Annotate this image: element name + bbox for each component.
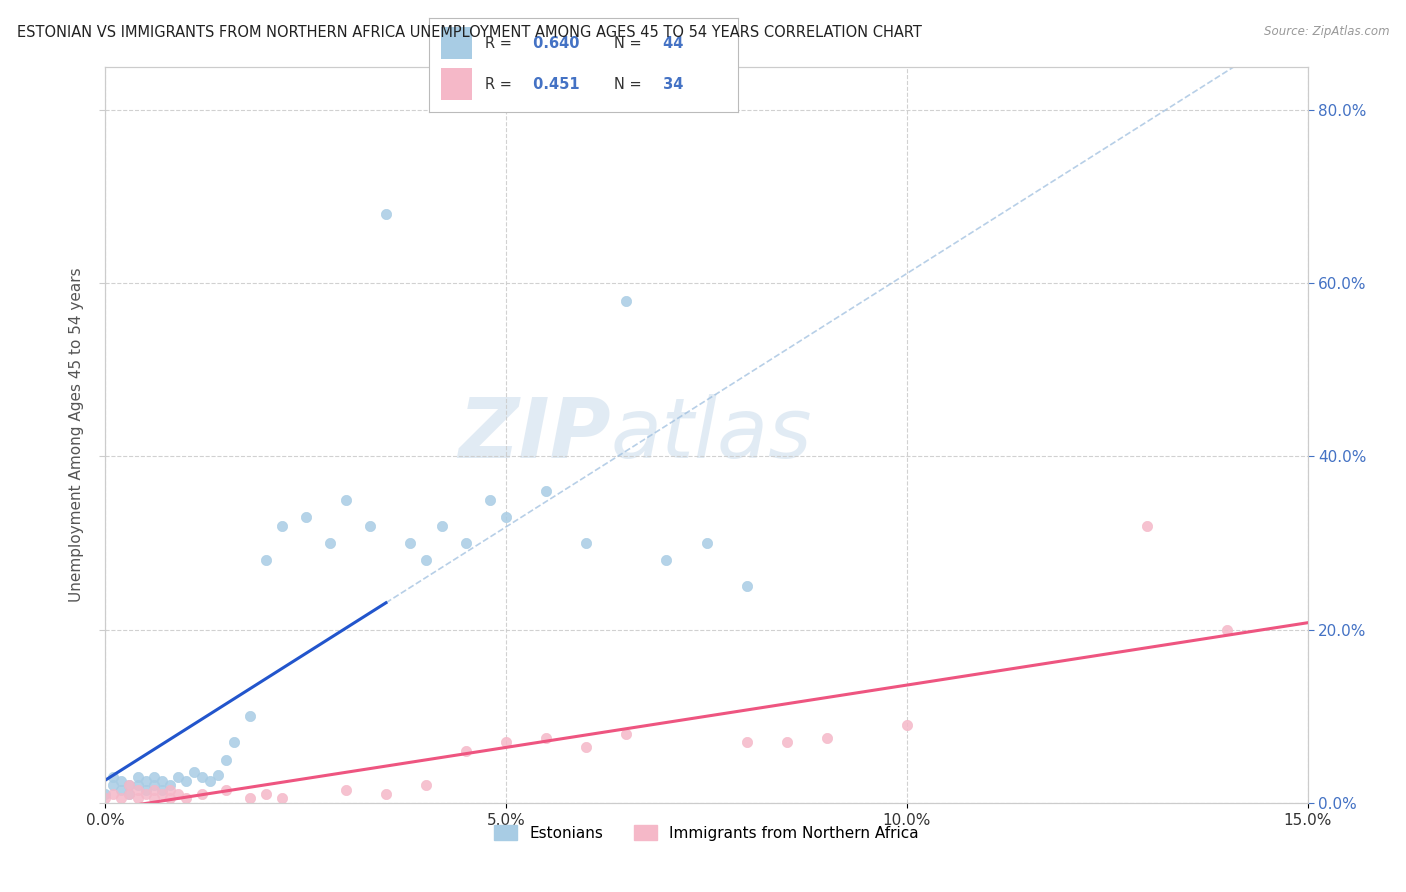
Point [166, 787, 188, 801]
Legend: Estonians, Immigrants from Northern Africa: Estonians, Immigrants from Northern Afri… [488, 819, 925, 847]
Point [655, 553, 678, 567]
Point [335, 782, 357, 797]
Point [183, 765, 205, 780]
Point [103, 787, 125, 801]
Point [110, 791, 132, 805]
Point [575, 739, 598, 754]
Point [159, 782, 181, 797]
Point [270, 791, 292, 805]
Point [142, 782, 165, 797]
Y-axis label: Unemployment Among Ages 45 to 54 years: Unemployment Among Ages 45 to 54 years [69, 268, 84, 602]
Point [375, 207, 398, 221]
Point [375, 787, 398, 801]
Text: ESTONIAN VS IMMIGRANTS FROM NORTHERN AFRICA UNEMPLOYMENT AMONG AGES 45 TO 54 YEA: ESTONIAN VS IMMIGRANTS FROM NORTHERN AFR… [17, 25, 922, 40]
Point [118, 779, 141, 793]
Point [254, 553, 277, 567]
Point [335, 492, 357, 507]
Point [103, 770, 125, 784]
Point [1136, 518, 1159, 533]
Point [1216, 623, 1239, 637]
Point [536, 731, 558, 745]
Point [456, 536, 478, 550]
Point [198, 774, 221, 789]
Point [190, 770, 212, 784]
Point [430, 518, 453, 533]
Point [127, 791, 149, 805]
Point [118, 779, 141, 793]
Point [94, 791, 117, 805]
Point [142, 791, 165, 805]
Text: 0.451: 0.451 [527, 77, 579, 92]
Point [150, 782, 173, 797]
Point [359, 518, 381, 533]
Point [142, 779, 165, 793]
Point [479, 492, 502, 507]
Point [127, 770, 149, 784]
Point [135, 782, 157, 797]
Point [735, 579, 758, 593]
Point [166, 770, 188, 784]
Text: R =: R = [485, 36, 512, 51]
Text: N =: N = [614, 36, 643, 51]
Point [110, 774, 132, 789]
Point [495, 735, 517, 749]
Point [495, 510, 517, 524]
Point [295, 510, 318, 524]
Point [415, 553, 437, 567]
Text: N =: N = [614, 77, 643, 92]
Point [150, 774, 173, 789]
Text: 44: 44 [658, 36, 683, 51]
Point [159, 779, 181, 793]
Point [536, 484, 558, 499]
Bar [441, 28, 472, 59]
Point [142, 770, 165, 784]
Point [118, 787, 141, 801]
Point [174, 774, 197, 789]
Point [319, 536, 342, 550]
Point [127, 782, 149, 797]
Point [222, 735, 245, 749]
Point [207, 768, 229, 782]
Text: atlas: atlas [610, 394, 813, 475]
Point [270, 518, 292, 533]
Point [239, 791, 262, 805]
Point [214, 752, 236, 766]
Point [616, 726, 638, 740]
Text: R =: R = [485, 77, 512, 92]
Point [174, 791, 197, 805]
Point [399, 536, 422, 550]
Point [239, 709, 262, 723]
Text: 34: 34 [658, 77, 683, 92]
Point [254, 787, 277, 801]
Text: ZIP: ZIP [458, 394, 610, 475]
Point [575, 536, 598, 550]
Point [94, 787, 117, 801]
Text: Source: ZipAtlas.com: Source: ZipAtlas.com [1264, 25, 1389, 38]
Point [456, 744, 478, 758]
Point [150, 787, 173, 801]
Point [214, 782, 236, 797]
Point [415, 779, 437, 793]
Point [616, 293, 638, 308]
Point [190, 787, 212, 801]
Bar [441, 69, 472, 100]
Point [735, 735, 758, 749]
Point [696, 536, 718, 550]
Point [815, 731, 838, 745]
Text: 0.640: 0.640 [527, 36, 579, 51]
Point [127, 779, 149, 793]
Point [896, 718, 918, 732]
Point [118, 787, 141, 801]
Point [776, 735, 799, 749]
Point [159, 791, 181, 805]
Point [135, 774, 157, 789]
Point [110, 782, 132, 797]
Point [103, 779, 125, 793]
Point [135, 787, 157, 801]
